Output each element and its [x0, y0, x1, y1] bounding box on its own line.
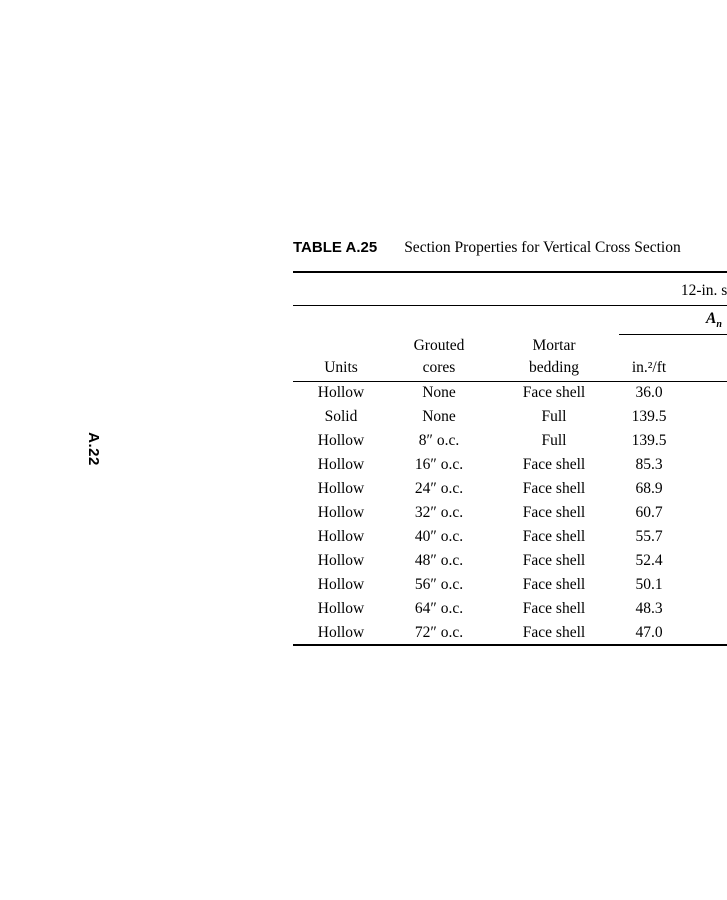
an-empty: [293, 305, 619, 334]
table-row: Hollow 64″ o.c. Face shell 48.3 (1: [293, 597, 727, 621]
cell-area-si: (2: [679, 405, 727, 429]
cell-area-in: 85.3: [635, 456, 663, 473]
cell-grouted-cores: 48″ o.c.: [414, 552, 464, 569]
cell-area-in: 52.4: [635, 552, 663, 569]
cell-area-si: (9: [679, 621, 727, 645]
table-row: Hollow None Face shell 36.0 (7: [293, 381, 727, 405]
an-symbol: A: [706, 310, 717, 328]
cell-grouted-cores: None: [422, 408, 456, 425]
header-mortar-line2: bedding: [489, 357, 619, 382]
table-caption: TABLE A.25 Section Properties for Vertica…: [293, 239, 681, 257]
spanner-empty: [293, 272, 619, 306]
cell-area-in: 60.7: [635, 504, 663, 521]
table-row: Hollow 48″ o.c. Face shell 52.4 (1: [293, 549, 727, 573]
cell-area-si: (1: [679, 525, 727, 549]
section-properties-table: 12-in. sing An Grouted Mortar Units core…: [293, 271, 727, 646]
cell-mortar-bedding: Face shell: [522, 456, 586, 473]
cell-mortar-bedding: Full: [541, 408, 567, 425]
table-row: Hollow 8″ o.c. Full 139.5 (2: [293, 429, 727, 453]
cell-grouted-cores: 32″ o.c.: [414, 504, 464, 521]
cell-mortar-bedding: Face shell: [522, 552, 586, 569]
cell-area-si: (1: [679, 501, 727, 525]
table-row: Solid None Full 139.5 (2: [293, 405, 727, 429]
cell-mortar-bedding: Full: [541, 432, 567, 449]
table-row: Hollow 16″ o.c. Face shell 85.3 (1: [293, 453, 727, 477]
cell-area-si: (2: [679, 429, 727, 453]
cell-units: Hollow: [317, 552, 365, 569]
cell-grouted-cores: None: [422, 384, 456, 402]
cell-units: Hollow: [317, 576, 365, 593]
cell-units: Solid: [324, 408, 358, 425]
cell-units: Hollow: [317, 600, 365, 617]
header-grouted-line1: Grouted: [413, 337, 465, 354]
cell-mortar-bedding: Face shell: [522, 480, 586, 497]
cell-area-in: 48.3: [635, 600, 663, 617]
cell-grouted-cores: 56″ o.c.: [414, 576, 464, 593]
cell-units: Hollow: [317, 528, 365, 545]
cell-mortar-bedding: Face shell: [522, 504, 586, 521]
table-row: Hollow 32″ o.c. Face shell 60.7 (1: [293, 501, 727, 525]
cell-area-si: (1: [679, 453, 727, 477]
cell-area-in: 50.1: [635, 576, 663, 593]
cell-units: Hollow: [317, 384, 365, 402]
cell-grouted-cores: 40″ o.c.: [414, 528, 464, 545]
cell-mortar-bedding: Face shell: [522, 623, 586, 641]
cell-grouted-cores: 24″ o.c.: [414, 480, 464, 497]
wall-type-spanner: 12-in. sing: [619, 272, 727, 306]
page-number-vertical: A.22: [85, 432, 102, 466]
table-row: Hollow 40″ o.c. Face shell 55.7 (1: [293, 525, 727, 549]
cell-area-si: (1: [679, 597, 727, 621]
cell-area-in: 68.9: [635, 480, 663, 497]
cell-area-si: (1: [679, 549, 727, 573]
cell-area-si: (7: [679, 381, 727, 405]
header-units: Units: [293, 357, 389, 382]
table-label: TABLE A.25: [293, 239, 378, 256]
header-area-in: in.²/ft: [619, 357, 679, 382]
cell-mortar-bedding: Face shell: [522, 600, 586, 617]
header-mortar-line1: Mortar: [532, 337, 576, 354]
header-area-si: (10: [679, 357, 727, 382]
table-row: Hollow 56″ o.c. Face shell 50.1 (1: [293, 573, 727, 597]
cell-units: Hollow: [317, 480, 365, 497]
table-row: Hollow 24″ o.c. Face shell 68.9 (1: [293, 477, 727, 501]
header-empty: [293, 334, 389, 357]
cell-grouted-cores: 64″ o.c.: [414, 600, 464, 617]
header-grouted-line2: cores: [389, 357, 489, 382]
cell-area-in: 139.5: [631, 408, 667, 425]
cell-mortar-bedding: Face shell: [522, 384, 586, 402]
cell-grouted-cores: 72″ o.c.: [414, 623, 464, 641]
cell-units: Hollow: [317, 432, 365, 449]
cell-mortar-bedding: Face shell: [522, 576, 586, 593]
cell-area-in: 36.0: [635, 384, 663, 402]
cell-area-in: 139.5: [631, 432, 667, 449]
table-row: Hollow 72″ o.c. Face shell 47.0 (9: [293, 621, 727, 645]
an-header-row: An: [293, 305, 727, 335]
cell-grouted-cores: 8″ o.c.: [418, 432, 460, 449]
an-subscript: n: [716, 319, 722, 331]
cell-area-in: 55.7: [635, 528, 663, 545]
cell-mortar-bedding: Face shell: [522, 528, 586, 545]
cell-area-si: (1: [679, 573, 727, 597]
header-empty: [679, 334, 727, 357]
cell-units: Hollow: [317, 504, 365, 521]
cell-units: Hollow: [317, 623, 365, 641]
table-title-text: Section Properties for Vertical Cross Se…: [404, 239, 681, 256]
cell-grouted-cores: 16″ o.c.: [414, 456, 464, 473]
spanner-row: 12-in. sing: [293, 272, 727, 306]
column-header-row-2: Units cores bedding in.²/ft (10: [293, 357, 727, 382]
cell-units: Hollow: [317, 456, 365, 473]
header-empty: [619, 334, 679, 357]
cell-area-in: 47.0: [635, 623, 663, 641]
cell-area-si: (1: [679, 477, 727, 501]
net-area-symbol: An: [619, 305, 727, 335]
column-header-row-1: Grouted Mortar: [293, 334, 727, 357]
